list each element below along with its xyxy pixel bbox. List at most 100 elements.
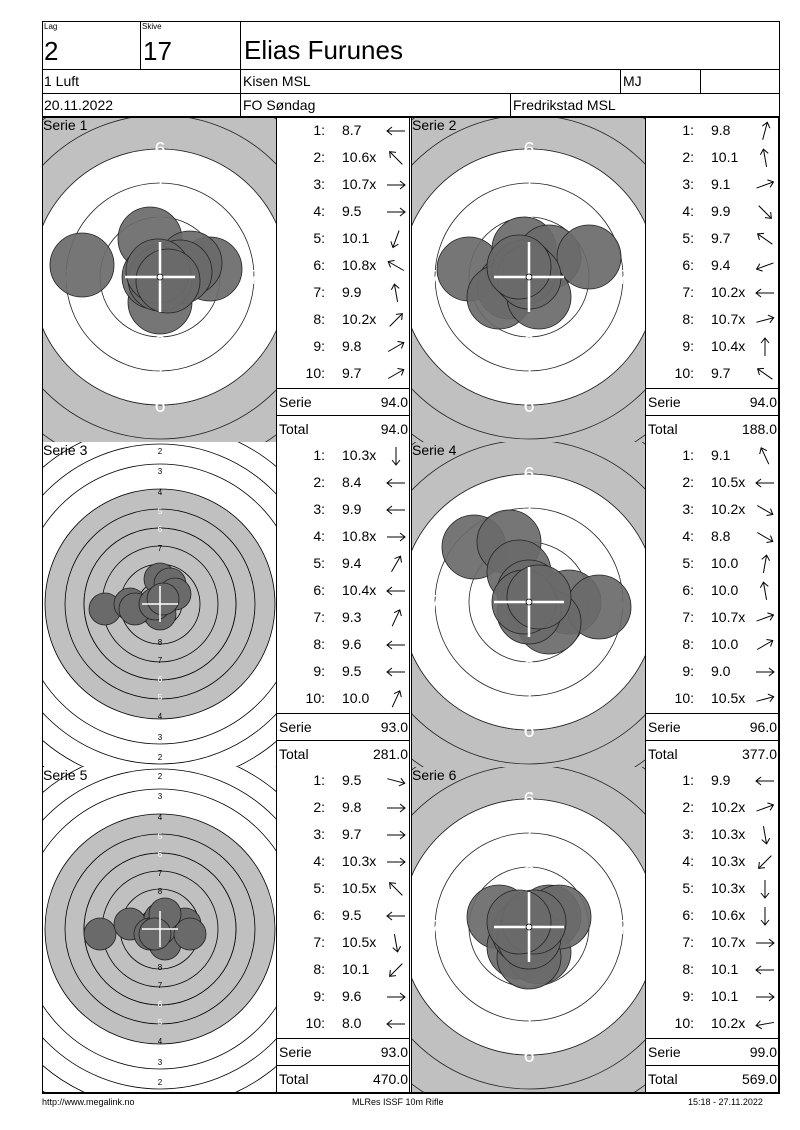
shot-table: 1: 9.8 2: 10.1 3: 9.1 4: 9.9 5: 9.7 6: 9.4 7: 10.2x 8:… (645, 117, 779, 442)
shot-number: 10: (305, 365, 325, 381)
shot-number: 4: (682, 853, 694, 869)
shot-row: 4: 9.9 (646, 198, 780, 225)
shot-value: 8.7 (342, 122, 362, 138)
shot-hole (506, 564, 572, 630)
shot-row: 4: 9.5 (277, 198, 411, 225)
shot-row: 2: 10.6x (277, 144, 411, 171)
footer-divider (42, 1093, 780, 1094)
shot-row: 5: 10.3x (646, 875, 780, 902)
shot-table: 1: 9.1 2: 10.5x 3: 10.2x 4: 8.8 5: 10.0 6: 10.0 7: 10… (645, 442, 779, 767)
shot-row: 6: 9.5 (277, 902, 411, 929)
shot-hole (486, 234, 552, 300)
svg-text:6: 6 (154, 395, 165, 417)
series-panel: 67867877Serie 21:9.82:10.13:9.14:9.95:9.… (411, 117, 779, 442)
shot-row: 1: 9.1 (646, 442, 780, 469)
shot-value: 9.7 (711, 230, 731, 246)
serie-sum-row: Serie 93.0 (277, 1038, 410, 1065)
shot-value: 9.9 (711, 203, 731, 219)
shot-hole (146, 582, 180, 616)
shot-row: 9: 9.8 (277, 333, 411, 360)
svg-text:5: 5 (158, 507, 163, 516)
total-sum-value: 569.0 (741, 1071, 777, 1087)
shot-row: 6: 9.4 (646, 252, 780, 279)
svg-text:5: 5 (158, 693, 163, 702)
shot-number: 7: (682, 609, 694, 625)
direction-arrow-icon (755, 288, 774, 298)
footer-url[interactable]: http://www.megalink.no (42, 1097, 135, 1107)
shot-value: 10.8x (342, 528, 377, 544)
shot-value: 9.5 (342, 663, 362, 679)
svg-text:7: 7 (248, 267, 259, 289)
shot-value: 10.2x (711, 1015, 746, 1031)
serie-sum-value: 96.0 (749, 719, 777, 735)
divider (42, 93, 780, 94)
shot-number: 6: (313, 582, 325, 598)
shot-number: 8: (313, 961, 325, 977)
target-image: 67867877 (411, 767, 646, 1092)
target-image: 2 3 4 5 6 7 8 2 3 4 5 6 7 8 (42, 767, 277, 1092)
direction-arrow-icon (386, 126, 405, 136)
serie-sum-value: 94.0 (380, 394, 408, 410)
shot-value: 9.8 (711, 122, 731, 138)
shot-value: 10.3x (342, 447, 377, 463)
shot-row: 5: 10.5x (277, 875, 411, 902)
shot-row: 7: 10.2x (646, 279, 780, 306)
svg-text:8: 8 (158, 963, 163, 972)
shot-value: 9.5 (342, 907, 362, 923)
serie-sum-value: 94.0 (749, 394, 777, 410)
shot-number: 2: (682, 474, 694, 490)
shot-row: 1: 9.8 (646, 117, 780, 144)
shot-value: 10.3x (342, 853, 377, 869)
svg-text:7: 7 (523, 823, 534, 845)
shot-value: 10.0 (711, 555, 739, 571)
shot-number: 10: (674, 365, 694, 381)
serie-sum-value: 99.0 (749, 1044, 777, 1060)
total-sum-value: 281.0 (372, 746, 408, 762)
shot-row: 1: 9.9 (646, 767, 780, 794)
shot-number: 6: (682, 257, 694, 273)
shot-value: 10.7x (711, 934, 746, 950)
svg-text:3: 3 (158, 792, 163, 801)
svg-text:8: 8 (523, 857, 534, 879)
svg-text:6: 6 (154, 139, 165, 161)
divider (700, 69, 701, 93)
series-panel: 2 3 4 5 6 7 8 2 3 4 5 6 7 8 Serie 5 1: 9.5 2: 9.8 3: 9.7 4: 10… (42, 767, 410, 1092)
shot-number: 5: (313, 880, 325, 896)
shot-row: 7: 9.9 (277, 279, 411, 306)
svg-text:7: 7 (523, 173, 534, 195)
shot-value: 9.6 (342, 988, 362, 1004)
shot-value: 10.7x (711, 609, 746, 625)
series-title: Serie 5 (43, 767, 88, 783)
svg-text:6: 6 (523, 789, 534, 811)
svg-text:2: 2 (158, 772, 163, 781)
shot-number: 3: (682, 176, 694, 192)
shot-number: 10: (674, 690, 694, 706)
svg-text:7: 7 (429, 917, 440, 939)
total-sum-value: 188.0 (741, 421, 777, 437)
direction-arrow-icon (755, 776, 774, 786)
shot-number: 4: (682, 528, 694, 544)
shot-value: 10.1 (711, 961, 739, 977)
shot-number: 4: (313, 203, 325, 219)
svg-text:5: 5 (158, 1018, 163, 1027)
shot-number: 9: (313, 663, 325, 679)
shot-number: 4: (682, 203, 694, 219)
shot-row: 6: 10.8x (277, 252, 411, 279)
shot-row: 2: 10.5x (646, 469, 780, 496)
direction-arrow-icon (386, 640, 405, 650)
shot-number: 8: (313, 311, 325, 327)
shot-number: 7: (682, 284, 694, 300)
shot-number: 2: (313, 474, 325, 490)
direction-arrow-icon (756, 802, 775, 812)
direction-arrow-icon (387, 368, 405, 379)
shot-hole (138, 917, 172, 951)
shot-row: 10: 10.5x (646, 685, 780, 712)
shot-value: 9.1 (711, 447, 731, 463)
shot-number: 4: (313, 528, 325, 544)
footer-timestamp: 15:18 - 27.11.2022 (688, 1097, 763, 1107)
shot-row: 10: 9.7 (646, 360, 780, 387)
shot-value: 9.7 (342, 365, 362, 381)
shot-value: 9.9 (342, 284, 362, 300)
serie-sum-label: Serie (648, 1044, 681, 1060)
shot-value: 9.8 (342, 338, 362, 354)
